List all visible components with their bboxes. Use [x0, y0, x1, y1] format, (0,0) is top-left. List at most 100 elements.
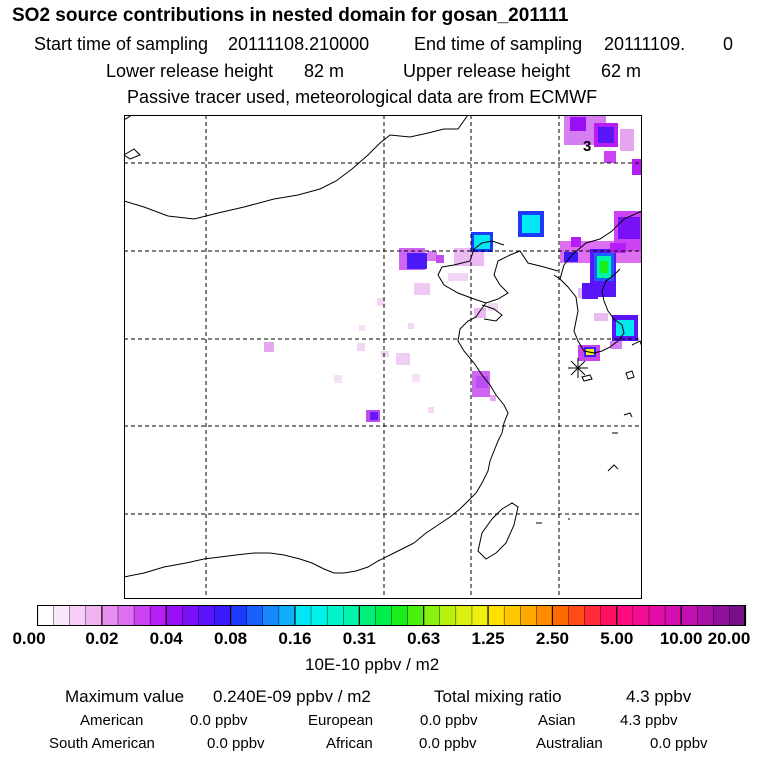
plume-cell	[334, 375, 342, 383]
colorbar-cell	[520, 605, 537, 626]
colorbar-cell	[262, 605, 280, 626]
colorbar-tick-label: 0.16	[278, 629, 312, 648]
colorbar-cell	[85, 605, 103, 626]
plume-cell	[412, 374, 420, 382]
colorbar-cell	[664, 605, 682, 626]
colorbar-cell	[487, 605, 505, 626]
plume-cell	[454, 248, 484, 266]
region-name: Australian	[536, 735, 603, 752]
region-name: American	[80, 712, 144, 729]
plume-cell	[474, 308, 486, 318]
colorbar-cell	[407, 605, 425, 626]
lower-release-label: Lower release height	[106, 61, 274, 81]
plume-cell	[488, 303, 498, 311]
colorbar-tick-label: 0.02	[85, 629, 119, 648]
colorbar-cell	[101, 605, 119, 626]
colorbar-cell	[455, 605, 473, 626]
start-time-label: Start time of sampling	[34, 34, 209, 54]
contour-label: 3	[583, 138, 591, 155]
region-name: European	[308, 712, 374, 729]
plume-cell	[407, 253, 427, 269]
upper-release-label: Upper release height	[403, 61, 571, 81]
plume-cell	[632, 159, 642, 175]
region-name: Asian	[538, 712, 576, 729]
colorbar-cell	[69, 605, 87, 626]
colorbar-unit: 10E-10 ppbv / m2	[305, 655, 440, 674]
colorbar-cell	[568, 605, 586, 626]
colorbar-cell	[713, 605, 730, 626]
region-name: African	[326, 735, 373, 752]
plume-cell	[428, 407, 434, 413]
colorbar-tick-label: 20.00	[707, 629, 751, 648]
colorbar-cell	[53, 605, 71, 626]
colorbar-tick-label: 5.00	[600, 629, 634, 648]
colorbar-cell	[133, 605, 151, 626]
colorbar	[37, 605, 747, 626]
colorbar-cell	[391, 605, 409, 626]
colorbar-tick-label: 0.63	[407, 629, 441, 648]
coastlines	[124, 115, 642, 578]
region-value: 0.0 ppbv	[207, 735, 265, 752]
plume-cell	[618, 217, 640, 239]
colorbar-tick-label: 10.00	[659, 629, 703, 648]
plume-cell	[370, 412, 378, 420]
end-time-hour: 0	[723, 34, 734, 54]
colorbar-cell	[359, 605, 376, 626]
map-frame	[124, 115, 642, 599]
gosan-star-marker	[568, 358, 588, 378]
colorbar-tick-label: 1.25	[471, 629, 505, 648]
plume-cell	[570, 117, 586, 131]
plume-cell	[408, 323, 414, 329]
colorbar-cell	[423, 605, 441, 626]
plume-cell	[600, 261, 608, 273]
colorbar-cell	[697, 605, 714, 626]
colorbar-cell	[246, 605, 264, 626]
colorbar-cell	[326, 605, 344, 626]
colorbar-cell	[230, 605, 248, 626]
end-time-label: End time of sampling	[414, 34, 583, 54]
region-value: 4.3 ppbv	[620, 712, 678, 729]
colorbar-cell	[117, 605, 135, 626]
region-value: 0.0 ppbv	[650, 735, 708, 752]
colorbar-cell	[600, 605, 618, 626]
plume-cell	[610, 341, 622, 349]
max-value-label: Maximum value	[65, 687, 185, 706]
plume-cell	[490, 395, 496, 401]
upper-release-value: 62 m	[601, 61, 642, 81]
plume-cell	[264, 342, 274, 352]
colorbar-cell	[503, 605, 521, 626]
plume-cell	[522, 215, 540, 233]
tracer-note: Passive tracer used, meteorological data…	[127, 87, 598, 107]
colorbar-cell	[310, 605, 328, 626]
colorbar-cell	[375, 605, 392, 626]
plume-cell	[396, 353, 410, 365]
colorbar-cell	[149, 605, 167, 626]
plume-cell	[448, 273, 468, 281]
colorbar-cell	[632, 605, 650, 626]
max-value: 0.240E-09 ppbv / m2	[213, 687, 371, 706]
colorbar-tick-label: 0.00	[12, 629, 46, 648]
map-panel: 3	[124, 115, 642, 599]
colorbar-tick-label: 2.50	[535, 629, 569, 648]
end-time-value: 20111109.	[604, 34, 686, 54]
start-time-value: 20111108.210000	[228, 34, 370, 54]
grid-lines	[124, 115, 642, 599]
region-name: South American	[49, 735, 155, 752]
plume-cell	[359, 325, 365, 331]
colorbar-cell	[198, 605, 215, 626]
lower-release-value: 82 m	[304, 61, 345, 81]
plume-cell	[598, 127, 614, 143]
plume-cell	[571, 237, 581, 247]
colorbar-frame	[37, 605, 745, 626]
plume-cell	[582, 283, 598, 299]
colorbar-cell	[37, 605, 55, 626]
colorbar-cell	[182, 605, 199, 626]
plume-cell	[476, 376, 488, 388]
plume-cell	[594, 313, 608, 321]
colorbar-cell	[552, 605, 570, 626]
colorbar-cell	[166, 605, 183, 626]
plume-cell	[427, 251, 437, 261]
colorbar-tick-label: 0.31	[342, 629, 376, 648]
plume-cell	[620, 129, 634, 151]
colorbar-cell	[584, 605, 602, 626]
